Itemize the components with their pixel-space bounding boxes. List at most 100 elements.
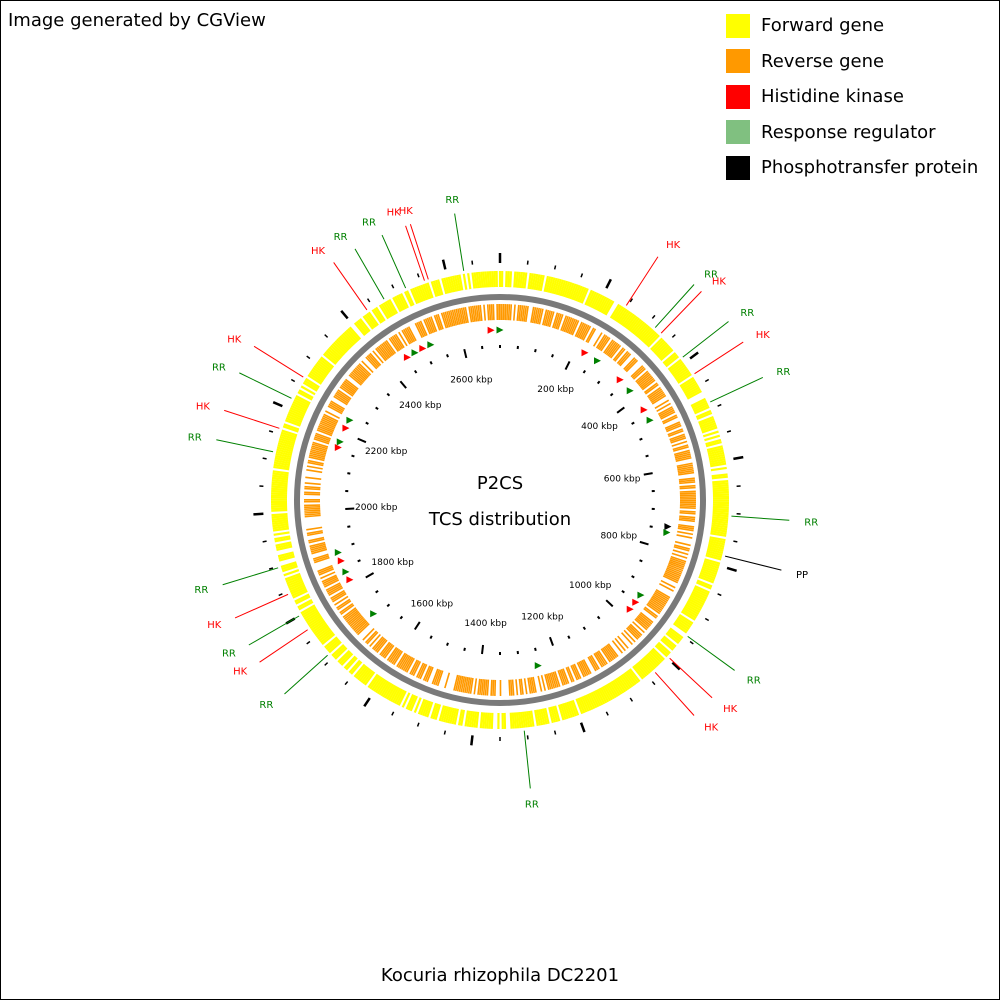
- forward-gene-mark: [298, 389, 314, 399]
- reverse-gene-mark: [666, 424, 682, 433]
- forward-gene-mark: [388, 685, 398, 701]
- reverse-gene-mark: [310, 545, 327, 551]
- reverse-gene-mark: [401, 329, 411, 345]
- forward-gene-mark: [271, 489, 288, 493]
- forward-gene-mark: [682, 608, 697, 619]
- forward-gene-mark: [603, 685, 614, 701]
- forward-gene-mark: [705, 552, 722, 559]
- forward-gene-mark: [330, 344, 344, 358]
- forward-gene-mark: [275, 450, 293, 457]
- forward-gene-mark: [641, 328, 654, 342]
- callout-line: [405, 225, 425, 281]
- reverse-gene-mark: [315, 432, 331, 440]
- forward-gene-mark: [530, 710, 535, 727]
- forward-gene-mark: [375, 306, 386, 322]
- callout-line: [731, 515, 790, 521]
- callout-line: [248, 615, 300, 646]
- ruler-label: 1400 kbp: [464, 619, 507, 629]
- forward-gene-mark: [445, 277, 452, 294]
- reverse-gene-mark: [350, 616, 364, 629]
- forward-gene-mark: [702, 430, 719, 438]
- reverse-gene-mark: [659, 409, 675, 419]
- forward-gene-mark: [694, 405, 710, 415]
- ruler-tick: [551, 354, 554, 358]
- forward-gene-mark: [509, 712, 513, 729]
- ruler-label: 1800 kbp: [371, 558, 414, 568]
- forward-gene-mark: [711, 473, 728, 478]
- reverse-gene-mark: [600, 648, 611, 663]
- reverse-gene-mark: [407, 326, 417, 342]
- forward-gene-mark: [691, 399, 707, 409]
- forward-gene-mark: [545, 276, 552, 293]
- reverse-gene-mark: [674, 451, 691, 457]
- reverse-gene-mark: [335, 392, 350, 403]
- reverse-gene-mark: [353, 368, 367, 381]
- reverse-gene-mark: [404, 657, 414, 672]
- reverse-gene-mark: [652, 594, 667, 605]
- ruler-label: 800 kbp: [600, 532, 637, 542]
- forward-gene-mark: [355, 665, 368, 679]
- reverse-gene-mark: [312, 553, 329, 560]
- forward-gene-mark: [674, 620, 689, 632]
- reverse-gene-mark: [314, 436, 330, 443]
- forward-gene-mark: [565, 701, 573, 718]
- reverse-gene-mark: [679, 484, 696, 488]
- reverse-gene-mark: [536, 308, 542, 325]
- forward-gene-mark: [271, 476, 289, 481]
- reverse-gene-mark: [640, 377, 655, 390]
- forward-gene-mark: [353, 322, 366, 336]
- forward-gene-mark: [712, 486, 729, 490]
- forward-gene-mark: [410, 288, 419, 305]
- forward-gene-mark: [271, 487, 288, 491]
- ruler-tick: [345, 507, 355, 511]
- reverse-gene-mark: [457, 308, 463, 325]
- forward-gene-mark: [700, 569, 717, 578]
- forward-gene-mark: [690, 592, 707, 602]
- reverse-gene-mark: [617, 635, 629, 649]
- forward-gene-mark: [698, 415, 714, 424]
- forward-gene-mark: [274, 457, 291, 463]
- reverse-gene-mark: [679, 490, 696, 493]
- reverse-gene-mark: [464, 306, 469, 323]
- forward-gene-mark: [569, 700, 578, 717]
- forward-gene-mark: [645, 332, 659, 347]
- reverse-gene-mark: [565, 667, 573, 683]
- reverse-gene-mark: [430, 316, 438, 332]
- reverse-gene-mark: [405, 657, 415, 673]
- reverse-gene-mark: [424, 318, 433, 334]
- legend: Forward gene Reverse gene Histidine kina…: [726, 8, 978, 186]
- reverse-gene-mark: [330, 400, 345, 410]
- forward-gene-mark: [631, 320, 644, 334]
- reverse-gene-mark: [672, 549, 689, 556]
- reverse-gene-mark: [378, 345, 390, 360]
- forward-gene-mark: [703, 562, 720, 569]
- organism-name: Kocuria rhizophila DC2201: [380, 965, 620, 986]
- outer-tick: [416, 273, 420, 278]
- reverse-gene-mark: [675, 455, 692, 461]
- reverse-gene-mark: [670, 557, 686, 565]
- reverse-gene-mark: [308, 456, 325, 462]
- reverse-gene-mark: [483, 304, 487, 321]
- reverse-gene-mark: [366, 355, 379, 369]
- reverse-gene-mark: [516, 304, 520, 321]
- reverse-gene-mark: [455, 308, 461, 325]
- reverse-gene-mark: [490, 679, 493, 696]
- forward-gene-mark: [281, 429, 298, 437]
- reverse-gene-mark: [641, 379, 656, 391]
- forward-gene-mark: [276, 545, 293, 552]
- forward-gene-mark: [593, 294, 603, 310]
- reverse-gene-mark: [323, 577, 339, 587]
- forward-gene-mark: [473, 711, 478, 728]
- forward-gene-mark: [272, 521, 289, 526]
- reverse-gene-mark: [668, 562, 684, 570]
- callout-label: HK: [207, 620, 222, 631]
- forward-gene-mark: [295, 595, 311, 605]
- reverse-gene-mark: [598, 336, 609, 351]
- forward-gene-mark: [391, 687, 402, 703]
- reverse-gene-mark: [327, 585, 343, 595]
- reverse-gene-mark: [666, 567, 682, 575]
- forward-gene-mark: [515, 712, 520, 729]
- outer-tick: [717, 593, 722, 597]
- forward-gene-mark: [283, 423, 300, 431]
- reverse-gene-mark: [637, 614, 652, 627]
